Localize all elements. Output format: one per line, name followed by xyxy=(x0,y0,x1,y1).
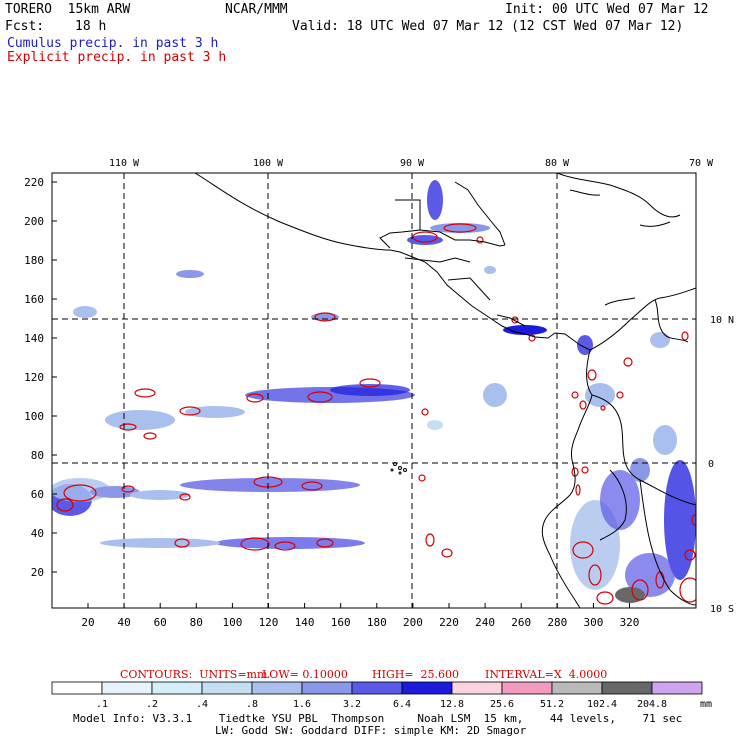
x-tick-label: 40 xyxy=(117,616,130,629)
y-tick-label: 100 xyxy=(24,410,44,423)
model-info: Model Info: V3.3.1 Tiedtke YSU PBL Thomp… xyxy=(73,712,683,725)
colorbar-label: 204.8 xyxy=(637,699,667,710)
y-tick-label: 120 xyxy=(24,371,44,384)
colorbar-swatch xyxy=(51,681,103,695)
x-tick-label: 140 xyxy=(295,616,315,629)
colorbar-label: 1.6 xyxy=(293,699,311,710)
colorbar-label: .8 xyxy=(246,699,258,710)
contour-interval: INTERVAL=X 4.0000 xyxy=(485,668,608,681)
x-tick-label: 120 xyxy=(259,616,279,629)
init-time: Init: 00 UTC Wed 07 Mar 12 xyxy=(505,2,709,17)
y-tick-label: 200 xyxy=(24,215,44,228)
contour-low: LOW= 0.10000 xyxy=(262,668,348,681)
org-label: NCAR/MMM xyxy=(225,2,288,17)
model-title: TORERO 15km ARW xyxy=(5,2,131,17)
lon-label-100w: 100 W xyxy=(253,158,284,169)
colorbar xyxy=(51,681,703,695)
y-tick-label: 40 xyxy=(31,527,44,540)
colorbar-swatch xyxy=(201,681,253,695)
y-tick-label: 60 xyxy=(31,488,44,501)
colorbar-label: 102.4 xyxy=(587,699,617,710)
lon-label-80w: 80 W xyxy=(545,158,570,169)
lat-label-10s: 10 S xyxy=(710,604,734,615)
colorbar-label: 6.4 xyxy=(393,699,411,710)
colorbar-swatch xyxy=(151,681,203,695)
y-tick-label: 140 xyxy=(24,332,44,345)
forecast-label: Fcst: xyxy=(5,19,45,34)
x-tick-label: 220 xyxy=(439,616,459,629)
lat-label-10n: 10 N xyxy=(710,315,734,326)
y-tick-label: 160 xyxy=(24,293,44,306)
x-tick-label: 180 xyxy=(367,616,387,629)
coastlines xyxy=(194,173,696,608)
lat-label-0: 0 xyxy=(708,459,714,470)
colorbar-label: 12.8 xyxy=(440,699,464,710)
x-tick-label: 60 xyxy=(154,616,167,629)
y-tick-label: 20 xyxy=(31,566,44,579)
colorbar-swatch xyxy=(351,681,403,695)
map-frame xyxy=(51,172,697,609)
colorbar-swatch xyxy=(551,681,603,695)
model-physics: LW: Godd SW: Goddard DIFF: simple KM: 2D… xyxy=(215,724,527,737)
contour-high: HIGH= 25.600 xyxy=(372,668,460,681)
x-tick-label: 100 xyxy=(222,616,242,629)
colorbar-label: .4 xyxy=(196,699,208,710)
contour-units: CONTOURS: UNITS=mm xyxy=(120,668,268,681)
colorbar-swatch xyxy=(401,681,453,695)
colorbar-swatch xyxy=(251,681,303,695)
y-tick-label: 220 xyxy=(24,176,44,189)
x-tick-label: 300 xyxy=(583,616,603,629)
colorbar-label: 51.2 xyxy=(540,699,564,710)
x-tick-label: 240 xyxy=(475,616,495,629)
x-tick-label: 80 xyxy=(190,616,203,629)
colorbar-label: .2 xyxy=(146,699,158,710)
lon-label-110w: 110 W xyxy=(109,158,140,169)
colorbar-swatch xyxy=(501,681,553,695)
colorbar-label: 25.6 xyxy=(490,699,514,710)
x-tick-label: 200 xyxy=(403,616,423,629)
colorbar-swatch xyxy=(451,681,503,695)
colorbar-label: .1 xyxy=(96,699,108,710)
forecast-hour: 18 h xyxy=(75,19,107,34)
x-tick-label: 160 xyxy=(331,616,351,629)
x-tick-label: 320 xyxy=(620,616,640,629)
lon-label-90w: 90 W xyxy=(400,158,425,169)
lat-lon-grid xyxy=(52,173,696,608)
cumulus-precip-label: Cumulus precip. in past 3 h xyxy=(7,36,219,51)
colorbar-label: 3.2 xyxy=(343,699,361,710)
explicit-precip-label: Explicit precip. in past 3 h xyxy=(7,50,227,65)
x-tick-label: 280 xyxy=(547,616,567,629)
colorbar-unit: mm xyxy=(700,699,712,710)
y-tick-label: 80 xyxy=(31,449,44,462)
x-tick-label: 260 xyxy=(511,616,531,629)
colorbar-swatch xyxy=(301,681,353,695)
cumulus-precip-areas xyxy=(52,180,696,603)
x-tick-label: 20 xyxy=(81,616,94,629)
lon-label-70w: 70 W xyxy=(689,158,714,169)
colorbar-swatch xyxy=(651,681,703,695)
y-tick-label: 180 xyxy=(24,254,44,267)
colorbar-swatch xyxy=(601,681,653,695)
colorbar-swatch xyxy=(101,681,153,695)
valid-time: Valid: 18 UTC Wed 07 Mar 12 (12 CST Wed … xyxy=(292,19,684,34)
